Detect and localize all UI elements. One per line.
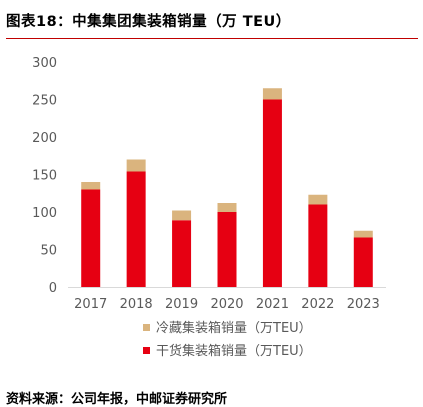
- x-tick-label: 2019: [165, 297, 198, 312]
- bar-reefer-container: [262, 88, 282, 100]
- x-axis: 2017 2018 2019 2020 2021 2022 2023: [68, 287, 386, 312]
- y-tick-label: 300: [32, 56, 57, 71]
- bar-reefer-container: [353, 230, 373, 238]
- y-tick-label: 50: [40, 244, 57, 259]
- legend-label-reefer: 冷藏集装箱销量（万TEU）: [156, 320, 312, 336]
- legend-label-dry: 干货集装箱销量（万TEU）: [156, 343, 312, 359]
- bar-reefer-container: [308, 194, 328, 205]
- figure-title: 图表18：中集集团集装箱销量（万 TEU）: [6, 14, 291, 30]
- bars: [81, 88, 373, 287]
- bar-dry-container: [126, 171, 146, 287]
- y-tick-label: 200: [32, 131, 57, 146]
- y-axis: 0 50 100 150 200 250 300: [32, 56, 57, 296]
- x-tick-label: 2018: [120, 297, 153, 312]
- x-tick-label: 2021: [256, 297, 289, 312]
- bar-reefer-container: [126, 159, 146, 172]
- bar-dry-container: [353, 237, 373, 287]
- bar-reefer-container: [81, 182, 101, 190]
- bar-reefer-container: [217, 203, 237, 212]
- x-tick-label: 2022: [301, 297, 334, 312]
- bar-dry-container: [172, 220, 192, 287]
- bar-dry-container: [81, 189, 101, 287]
- x-tick-label: 2017: [74, 297, 107, 312]
- bar-reefer-container: [172, 210, 192, 221]
- legend: 冷藏集装箱销量（万TEU） 干货集装箱销量（万TEU）: [143, 320, 312, 359]
- bar-dry-container: [262, 99, 282, 287]
- y-tick-label: 150: [32, 169, 57, 184]
- y-tick-label: 100: [32, 206, 57, 221]
- source-note: 资料来源：公司年报，中邮证券研究所: [6, 392, 228, 407]
- x-tick-label: 2020: [210, 297, 243, 312]
- x-tick-label: 2023: [347, 297, 380, 312]
- y-tick-label: 250: [32, 94, 57, 109]
- legend-swatch-reefer: [143, 324, 150, 331]
- legend-swatch-dry: [143, 347, 150, 354]
- bar-dry-container: [308, 204, 328, 287]
- y-tick-label: 0: [49, 281, 57, 296]
- bar-dry-container: [217, 212, 237, 287]
- title-rule: [6, 38, 418, 39]
